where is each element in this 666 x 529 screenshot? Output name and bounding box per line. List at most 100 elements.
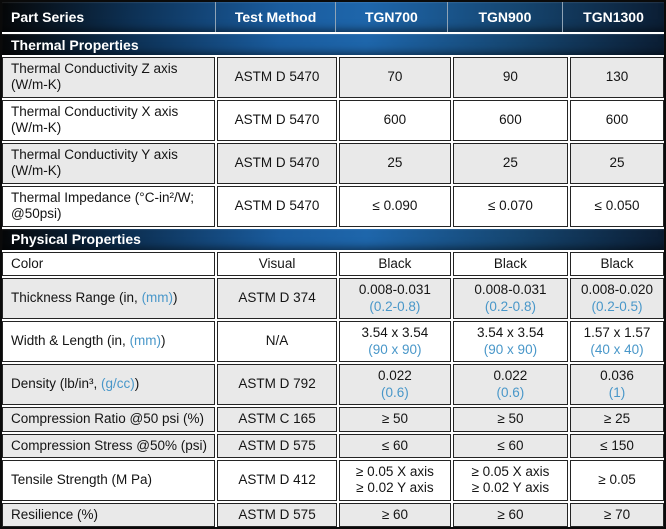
value-line: ≥ 25 (603, 411, 631, 427)
value-metric-line: (40 x 40) (590, 341, 644, 357)
property-label-cell: Thermal Impedance (°C-in²/W; @50psi) (2, 185, 216, 227)
value-metric-line: (0.2-0.8) (369, 298, 421, 314)
table-row: Thermal Conductivity X axis (W/m-K) ASTM … (2, 99, 664, 141)
value-line: 0.008-0.031 (358, 282, 431, 298)
value-cell: Black (452, 251, 569, 277)
table-row: Thermal Conductivity Y axis (W/m-K) ASTM … (2, 142, 664, 184)
value-line: ≥ 0.05 (598, 472, 636, 488)
property-label-cell: Color (2, 251, 216, 277)
value-line: ≤ 0.070 (487, 198, 533, 214)
value-cell: 0.036 (1) (570, 364, 664, 406)
test-method-cell: ASTM D 575 (217, 433, 337, 458)
value-line: ≤ 150 (600, 437, 634, 453)
table-row: Thermal Impedance (°C-in²/W; @50psi) ASTM… (2, 185, 664, 227)
value-line: ≥ 0.05 X axis (355, 463, 434, 479)
value-cell: 70 (338, 57, 451, 98)
value-line: 70 (387, 69, 403, 85)
property-label-cell: Resilience (%) (2, 502, 216, 528)
label-text: Resilience (%) (11, 506, 99, 522)
label-accent-text: (mm) (129, 333, 162, 349)
value-cell: ≥ 25 (570, 407, 664, 432)
property-label-cell: Thickness Range (in, (mm)) (2, 278, 216, 320)
test-method-cell: ASTM D 575 (217, 502, 337, 528)
test-method-cell: ASTM D 412 (217, 459, 337, 501)
value-line: ≥ 0.02 Y axis (471, 480, 550, 496)
value-line: ≥ 60 (497, 506, 524, 522)
label-text: Tensile Strength (M Pa) (11, 472, 153, 488)
property-label: Tensile Strength (M Pa) (11, 472, 152, 488)
value-cell: ≤ 0.090 (338, 185, 451, 227)
value-line: ≥ 0.05 X axis (471, 463, 550, 479)
label-text: Color (11, 255, 44, 271)
property-label: Color (11, 256, 43, 272)
value-line: ≥ 70 (603, 506, 631, 522)
value-line: 0.022 (378, 368, 412, 384)
value-line: Black (493, 255, 527, 271)
value-cell: ≤ 60 (452, 433, 569, 458)
value-cell: 0.008-0.031 (0.2-0.8) (338, 278, 451, 320)
value-cell: 600 (338, 99, 451, 141)
value-line: ≤ 60 (381, 437, 408, 453)
value-cell: 0.008-0.020 (0.2-0.5) (570, 278, 664, 320)
value-cell: 3.54 x 3.54 (90 x 90) (338, 321, 451, 363)
table-row: Color Visual Black Black Black (2, 251, 664, 277)
value-cell: 25 (338, 142, 451, 184)
test-method-cell: ASTM D 5470 (217, 99, 337, 141)
value-line: 130 (605, 69, 629, 85)
value-cell: ≥ 60 (452, 502, 569, 528)
value-metric-line: (90 x 90) (368, 341, 422, 357)
label-text: Thermal Conductivity Z axis (W/m-K) (11, 61, 178, 93)
value-metric-line: (0.2-0.8) (484, 298, 536, 314)
value-line: ≥ 0.02 Y axis (356, 480, 434, 496)
value-cell: 0.022 (0.6) (452, 364, 569, 406)
property-label: Thickness Range (in, (mm)) (11, 290, 178, 306)
value-line: 1.57 x 1.57 (583, 325, 651, 341)
property-label: Resilience (%) (11, 507, 98, 523)
value-line: Black (378, 255, 412, 271)
label-accent-text: (g/cc) (101, 376, 135, 392)
property-label-cell: Tensile Strength (M Pa) (2, 459, 216, 501)
label-text: ) (173, 290, 178, 306)
value-metric-line: (90 x 90) (483, 341, 538, 357)
section-header-physical-properties: Physical Properties (2, 228, 664, 250)
test-method-cell: ASTM D 5470 (217, 57, 337, 98)
value-cell: ≥ 50 (338, 407, 451, 432)
table-row: Thickness Range (in, (mm)) ASTM D 374 0.00… (2, 278, 664, 320)
test-method-cell: ASTM D 792 (217, 364, 337, 406)
value-cell: ≤ 60 (338, 433, 451, 458)
table-header-row: Part Series Test Method TGN700 TGN900 TG… (2, 2, 664, 32)
column-header-tgn1300: TGN1300 (562, 2, 664, 32)
value-line: Black (600, 255, 634, 271)
label-text: Thermal Conductivity Y axis (W/m-K) (11, 146, 178, 179)
value-cell: ≥ 0.05 (570, 459, 664, 501)
value-line: 3.54 x 3.54 (477, 325, 544, 341)
column-header-part-series: Part Series (11, 9, 85, 25)
table-row: Tensile Strength (M Pa) ASTM D 412 ≥ 0.05 … (2, 459, 664, 501)
label-text: Compression Stress @50% (psi) (11, 437, 208, 453)
value-cell: ≤ 0.050 (570, 185, 664, 227)
test-method-cell: ASTM D 5470 (217, 185, 337, 227)
value-cell: 25 (570, 142, 664, 184)
value-line: 600 (605, 112, 629, 128)
test-method-cell: N/A (217, 321, 337, 363)
table-row: Width & Length (in, (mm)) N/A 3.54 x 3.54(… (2, 321, 664, 363)
value-cell: ≥ 50 (452, 407, 569, 432)
property-label-cell: Width & Length (in, (mm)) (2, 321, 216, 363)
value-line: 3.54 x 3.54 (361, 325, 429, 341)
property-label-cell: Thermal Conductivity X axis (W/m-K) (2, 99, 216, 141)
label-text: ) (134, 376, 140, 392)
property-label: Compression Ratio @50 psi (%) (11, 411, 204, 427)
section-header-thermal-properties: Thermal Properties (2, 34, 664, 55)
property-label: Compression Stress @50% (psi) (11, 438, 207, 454)
value-line: 600 (499, 112, 522, 128)
value-metric-line: (0.6) (496, 384, 525, 400)
label-text: ) (161, 333, 166, 349)
value-cell: 130 (570, 57, 664, 98)
value-cell: ≤ 0.070 (452, 185, 569, 227)
property-label-cell: Thermal Conductivity Y axis (W/m-K) (2, 142, 216, 184)
value-cell: 1.57 x 1.57 (40 x 40) (570, 321, 664, 363)
table-row: Resilience (%) ASTM D 575 ≥ 60 ≥ 60 ≥ 70 (2, 502, 664, 528)
test-method-cell: ASTM D 5470 (217, 142, 337, 184)
label-text: Thermal Conductivity X axis (W/m-K) (11, 103, 179, 136)
value-line: 0.008-0.031 (474, 282, 547, 298)
